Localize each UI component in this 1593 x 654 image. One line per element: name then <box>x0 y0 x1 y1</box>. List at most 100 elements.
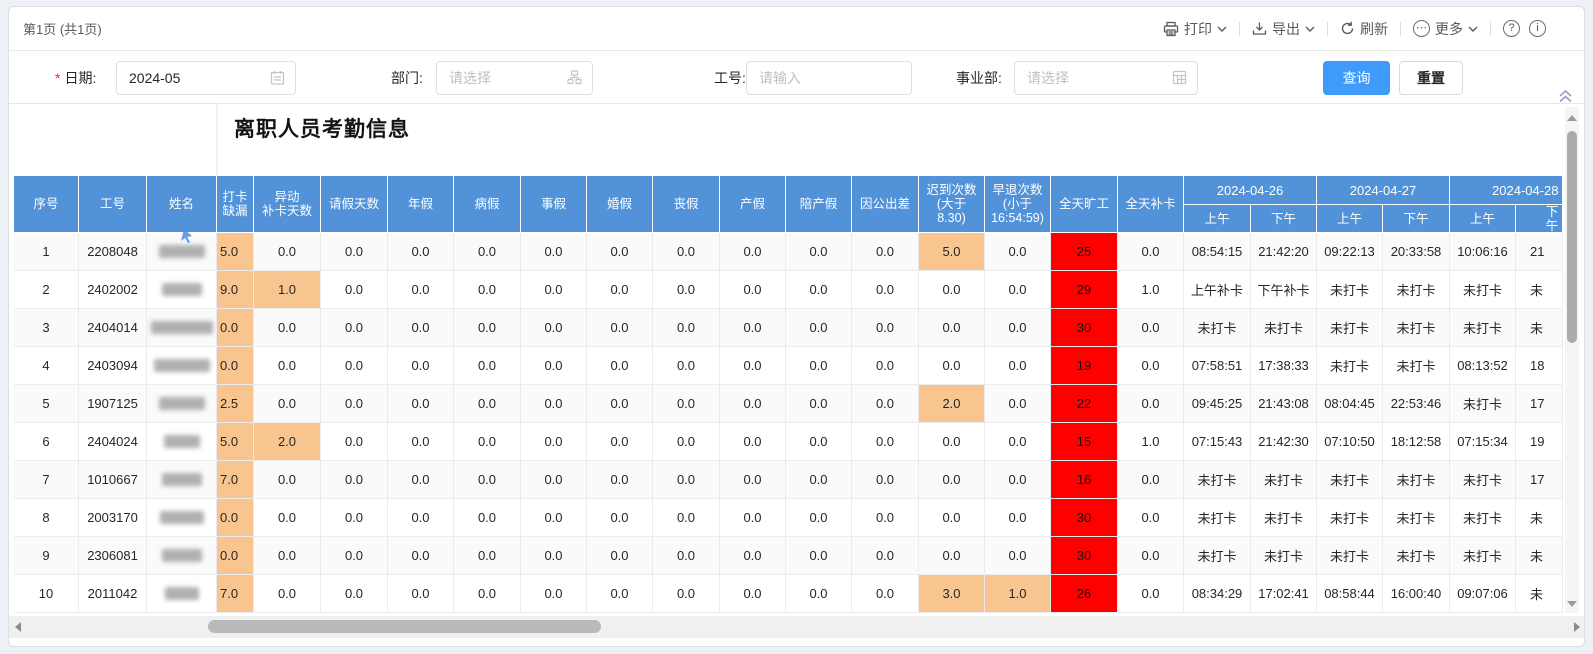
cell: 未打卡 <box>1383 271 1450 309</box>
cell: 9.0 <box>217 271 254 309</box>
cell: 0.0 <box>720 423 786 461</box>
cell: 0.0 <box>653 499 720 537</box>
cell: 0.0 <box>254 499 321 537</box>
date-input[interactable] <box>116 61 296 95</box>
chevron-down-icon <box>1468 26 1478 32</box>
business-unit-select[interactable] <box>1014 61 1198 95</box>
cell: 07:58:51 <box>1184 347 1251 385</box>
scroll-down-arrow[interactable] <box>1567 601 1577 607</box>
cell: 未打卡 <box>1450 309 1516 347</box>
cell: 2208048 <box>79 233 147 271</box>
cell: 17 <box>1516 385 1563 423</box>
cell: 08:13:52 <box>1450 347 1516 385</box>
cell: 0.0 <box>720 271 786 309</box>
subcolumn-header: 下午 <box>1516 205 1563 233</box>
cell: 0.0 <box>1118 233 1184 271</box>
grid-icon[interactable] <box>1172 70 1187 85</box>
horizontal-scrollbar[interactable] <box>9 616 1584 638</box>
horizontal-scroll-thumb[interactable] <box>208 620 601 633</box>
cell: 0.0 <box>720 385 786 423</box>
cell: 0.0 <box>454 499 521 537</box>
cell: 2.0 <box>919 385 985 423</box>
more-button[interactable]: ⋯ 更多 <box>1413 19 1478 39</box>
cell: 0.0 <box>388 423 454 461</box>
cell: 未打卡 <box>1251 461 1317 499</box>
date-group-header: 2024-04-28 <box>1450 176 1563 205</box>
cell: 未打卡 <box>1450 499 1516 537</box>
date-group-header: 2024-04-26 <box>1184 176 1317 205</box>
scroll-up-arrow[interactable] <box>1567 115 1577 121</box>
vertical-scrollbar[interactable] <box>1565 107 1579 613</box>
refresh-button[interactable]: 刷新 <box>1340 19 1388 39</box>
cell: 08:54:15 <box>1184 233 1251 271</box>
cell: 0.0 <box>521 347 587 385</box>
table-row: 6 2404024 5.0 2.0 0.0 0.0 0.0 0.0 0.0 0.0 0.0 0.0 0.… <box>14 423 1563 461</box>
subcolumn-header: 上午 <box>1450 205 1516 233</box>
cell: 0.0 <box>454 385 521 423</box>
date-label: * 日期: <box>55 70 97 86</box>
cell: 1 <box>14 233 79 271</box>
cell: 0.0 <box>1118 537 1184 575</box>
org-icon[interactable] <box>567 70 582 85</box>
dept-select[interactable] <box>436 61 593 95</box>
cell: 0.0 <box>587 423 653 461</box>
cell: 0.0 <box>720 347 786 385</box>
cell: 0.0 <box>521 233 587 271</box>
cell: 0.0 <box>321 347 388 385</box>
cell: 09:22:13 <box>1317 233 1383 271</box>
cell: 2 <box>14 271 79 309</box>
cell: 26 <box>1051 575 1118 613</box>
print-button[interactable]: 打印 <box>1163 19 1227 39</box>
cell: 0.0 <box>254 575 321 613</box>
column-header: 病假 <box>454 176 521 233</box>
cell: 0.0 <box>919 461 985 499</box>
column-header: 异动 补卡天数 <box>254 176 321 233</box>
calendar-icon[interactable] <box>270 70 285 86</box>
cell: 0.0 <box>1118 499 1184 537</box>
cell: 19 <box>1516 423 1563 461</box>
cell: 未打卡 <box>1184 537 1251 575</box>
employee-id-input[interactable] <box>746 61 912 95</box>
cell: 0.0 <box>454 461 521 499</box>
subheader-row: 上午 下午 <box>1184 205 1317 233</box>
chevron-down-icon <box>1305 26 1315 32</box>
cell: 0.0 <box>919 423 985 461</box>
cell: 0.0 <box>1118 347 1184 385</box>
cell: 0.0 <box>985 461 1051 499</box>
cell: 0.0 <box>786 537 852 575</box>
info-icon[interactable]: i <box>1529 20 1546 37</box>
cell: 0.0 <box>720 537 786 575</box>
export-button[interactable]: 导出 <box>1252 19 1315 39</box>
collapse-filter-icon[interactable] <box>1558 89 1573 103</box>
blurred-name <box>161 549 202 562</box>
cell: 0.0 <box>587 271 653 309</box>
cell: 0.0 <box>217 537 254 575</box>
scroll-left-arrow[interactable] <box>15 622 21 632</box>
cell: 0.0 <box>985 233 1051 271</box>
blurred-name <box>161 473 202 486</box>
table-row: 9 2306081 0.0 0.0 0.0 0.0 0.0 0.0 0.0 0.0 0.0 0.0 0.… <box>14 537 1563 575</box>
search-button[interactable]: 查询 <box>1323 61 1390 95</box>
cell: 0.0 <box>587 499 653 537</box>
reset-button[interactable]: 重置 <box>1399 61 1463 95</box>
cell: 0.0 <box>321 537 388 575</box>
cell: 0.0 <box>653 537 720 575</box>
cell: 0.0 <box>653 461 720 499</box>
scroll-right-arrow[interactable] <box>1574 622 1580 632</box>
cell: 0.0 <box>919 499 985 537</box>
cell: 0.0 <box>388 233 454 271</box>
vertical-scroll-thumb[interactable] <box>1567 131 1577 343</box>
toolbar-divider <box>1239 21 1240 36</box>
cell: 0.0 <box>653 271 720 309</box>
help-icon[interactable]: ? <box>1503 20 1520 37</box>
cell: 0.0 <box>985 271 1051 309</box>
cell: 0.0 <box>587 575 653 613</box>
cell: 0.0 <box>454 347 521 385</box>
cell: 未 <box>1516 575 1563 613</box>
cell: 16 <box>1051 461 1118 499</box>
cell: 未打卡 <box>1184 499 1251 537</box>
frozen-pane-mask <box>14 105 217 176</box>
employee-name-cell <box>147 309 217 347</box>
cell: 08:04:45 <box>1317 385 1383 423</box>
cell: 0.0 <box>587 347 653 385</box>
